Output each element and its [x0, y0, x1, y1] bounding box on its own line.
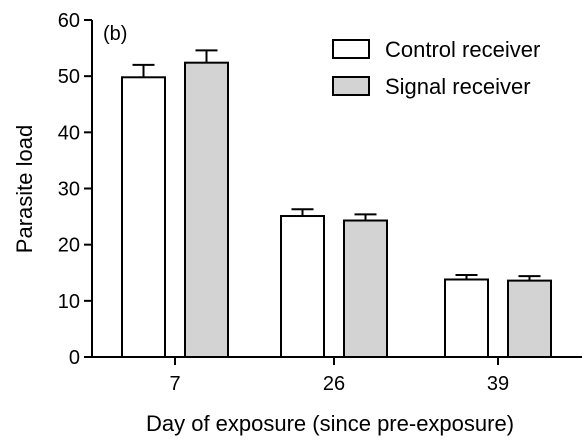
panel-label: (b): [103, 23, 127, 45]
bars-group: [121, 61, 552, 359]
y-axis-ticks: 0 10 20 30 40 50 60: [58, 10, 92, 369]
legend: Control receiver Signal receiver: [332, 37, 540, 99]
y-tick-label: 30: [58, 179, 80, 201]
error-bars-group: [132, 49, 541, 281]
bar-signal-receiver-39: [507, 279, 552, 359]
legend-swatch-signal-receiver: [332, 76, 370, 96]
y-axis-title: Parasite load: [12, 125, 37, 253]
y-tick-label: 50: [58, 66, 80, 88]
x-axis-ticks: 7 26 39: [169, 357, 509, 395]
bar-control-receiver-7: [121, 76, 166, 358]
y-tick-label: 40: [58, 122, 80, 144]
x-tick-label: 26: [323, 373, 345, 395]
y-tick-label: 0: [69, 347, 80, 369]
x-tick-label: 39: [487, 373, 509, 395]
x-axis-title: Day of exposure (since pre-exposure): [146, 411, 514, 436]
bar-signal-receiver-7: [184, 61, 229, 358]
legend-label-signal-receiver: Signal receiver: [385, 74, 531, 99]
bar-control-receiver-39: [444, 278, 489, 358]
x-tick-label: 7: [169, 373, 180, 395]
legend-swatch-control-receiver: [332, 39, 370, 59]
y-tick-label: 20: [58, 235, 80, 257]
y-tick-label: 10: [58, 291, 80, 313]
y-tick-label: 60: [58, 10, 80, 32]
bar-control-receiver-26: [280, 215, 325, 358]
bar-signal-receiver-26: [343, 219, 388, 358]
legend-label-control-receiver: Control receiver: [385, 37, 540, 62]
